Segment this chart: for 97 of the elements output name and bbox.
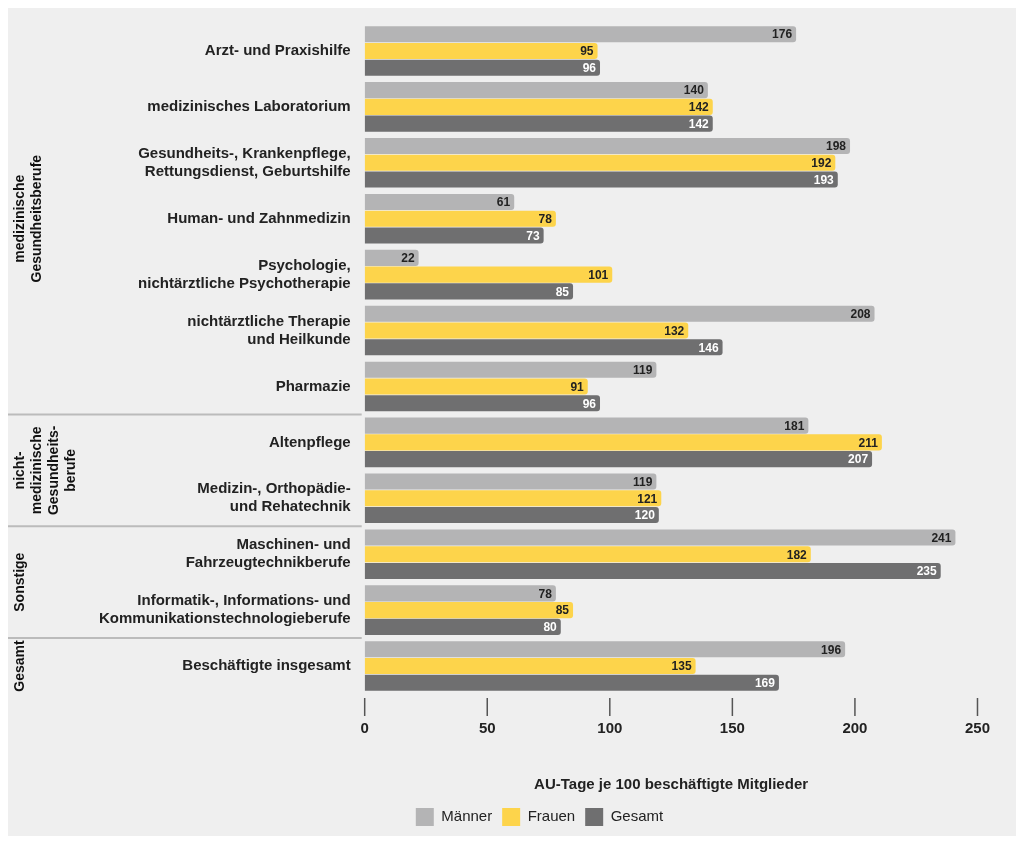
- data-label: 146: [698, 340, 719, 355]
- x-tick-label: 100: [597, 719, 623, 737]
- data-label: 142: [688, 100, 710, 115]
- y-tick-label: Gesundheits-, Krankenpflege, Rettungsdienst, Geburtshilfe: [138, 143, 351, 179]
- bar: [364, 674, 779, 691]
- bar: [364, 59, 600, 76]
- bar: [364, 283, 574, 300]
- data-label: 181: [784, 418, 805, 433]
- data-label: 196: [821, 642, 842, 657]
- bar: [364, 137, 851, 155]
- data-label: 193: [813, 172, 835, 187]
- legend-label: Frauen: [527, 807, 576, 825]
- x-tick-label: 50: [478, 719, 496, 737]
- y-tick-label: Arzt- und Praxishilfe: [204, 41, 351, 59]
- data-label: 119: [633, 474, 653, 489]
- data-label: 85: [555, 603, 570, 618]
- y-tick-label: Human- und Zahnmedizin: [167, 208, 351, 226]
- data-label: 80: [543, 620, 558, 635]
- data-label: 192: [811, 156, 832, 171]
- text: Sonstige: [10, 552, 27, 612]
- bar: [364, 361, 657, 378]
- bar: [364, 305, 875, 322]
- bar: [364, 210, 556, 227]
- bar: [364, 585, 556, 602]
- bar: [364, 490, 662, 507]
- y-tick-label: nichtärztliche Therapie und Heilkunde: [187, 311, 351, 347]
- bar: [364, 339, 723, 356]
- bar: [364, 193, 515, 210]
- bar: [364, 417, 809, 434]
- data-label: 91: [570, 379, 585, 394]
- bar: [364, 378, 588, 395]
- data-label: 96: [582, 396, 597, 411]
- bar: [364, 42, 598, 60]
- data-label: 142: [688, 116, 710, 131]
- x-axis-title: AU-Tage je 100 beschäftigte Mitglieder: [534, 775, 809, 793]
- y-tick-label: Medizin-, Orthopädie- und Rehatechnik: [197, 479, 352, 515]
- data-label: 235: [916, 564, 938, 579]
- data-label: 207: [848, 452, 869, 467]
- bar: [364, 434, 882, 451]
- x-tick-label: 200: [842, 719, 868, 737]
- bar: [364, 154, 836, 171]
- data-label: 78: [538, 586, 553, 601]
- bar: [364, 602, 574, 619]
- bar: [364, 529, 956, 546]
- bar: [364, 618, 561, 635]
- data-label: 132: [664, 323, 685, 338]
- data-label: 121: [637, 491, 658, 506]
- data-label: 120: [634, 508, 656, 523]
- y-tick-label: medizinisches Laboratorium: [147, 97, 351, 115]
- data-label: 78: [538, 212, 553, 227]
- bar: [364, 227, 544, 244]
- bar: [364, 115, 713, 132]
- data-label: 182: [786, 547, 808, 562]
- data-label: 61: [496, 195, 511, 210]
- data-label: 101: [588, 267, 609, 282]
- bar: [364, 82, 708, 99]
- data-label: 241: [931, 530, 952, 545]
- text: Gesamt: [10, 640, 27, 692]
- y-tick-label: Pharmazie: [275, 376, 351, 394]
- bar: [364, 98, 713, 115]
- data-label: 208: [850, 307, 871, 322]
- x-tick-label: 0: [360, 719, 369, 737]
- bar: [364, 451, 873, 468]
- y-tick-label: Psychologie, nichtärztliche Psychotherapie: [138, 255, 351, 291]
- data-label: 22: [401, 251, 415, 266]
- bar: [364, 266, 613, 283]
- text: medizinische Gesundheitsberufe: [10, 154, 44, 283]
- y-tick-label: Maschinen- und Fahrzeugtechnikberufe: [185, 535, 351, 571]
- x-tick-label: 250: [964, 719, 990, 737]
- data-label: 85: [555, 284, 570, 299]
- data-label: 140: [683, 83, 705, 98]
- y-tick-label: Informatik-, Informations- und Kommunikationstechnologieberufe: [98, 591, 351, 627]
- bar: [364, 322, 689, 339]
- bar: [364, 473, 657, 490]
- y-tick-label: Altenpflege: [269, 432, 351, 450]
- x-tick-label: 150: [719, 719, 745, 737]
- data-label: 176: [772, 27, 793, 42]
- text: nicht- medizinische Gesundheits- berufe: [10, 425, 78, 516]
- data-label: 135: [671, 659, 692, 674]
- legend-label: Gesamt: [610, 807, 665, 825]
- data-label: 211: [858, 435, 879, 450]
- data-label: 73: [526, 228, 540, 243]
- legend-label: Männer: [441, 807, 493, 825]
- bar: [364, 657, 696, 675]
- data-label: 119: [633, 363, 653, 377]
- bar: [364, 562, 941, 580]
- data-label: 198: [825, 139, 847, 154]
- bar: [364, 395, 600, 412]
- bar: [364, 507, 659, 524]
- bar: [364, 546, 811, 563]
- data-label: 96: [582, 61, 597, 76]
- data-label: 169: [754, 676, 776, 691]
- data-label: 95: [580, 44, 594, 59]
- bar: [364, 171, 838, 188]
- bar: [364, 641, 846, 658]
- bar: [364, 26, 797, 43]
- y-tick-label: Beschäftigte insgesamt: [182, 656, 351, 674]
